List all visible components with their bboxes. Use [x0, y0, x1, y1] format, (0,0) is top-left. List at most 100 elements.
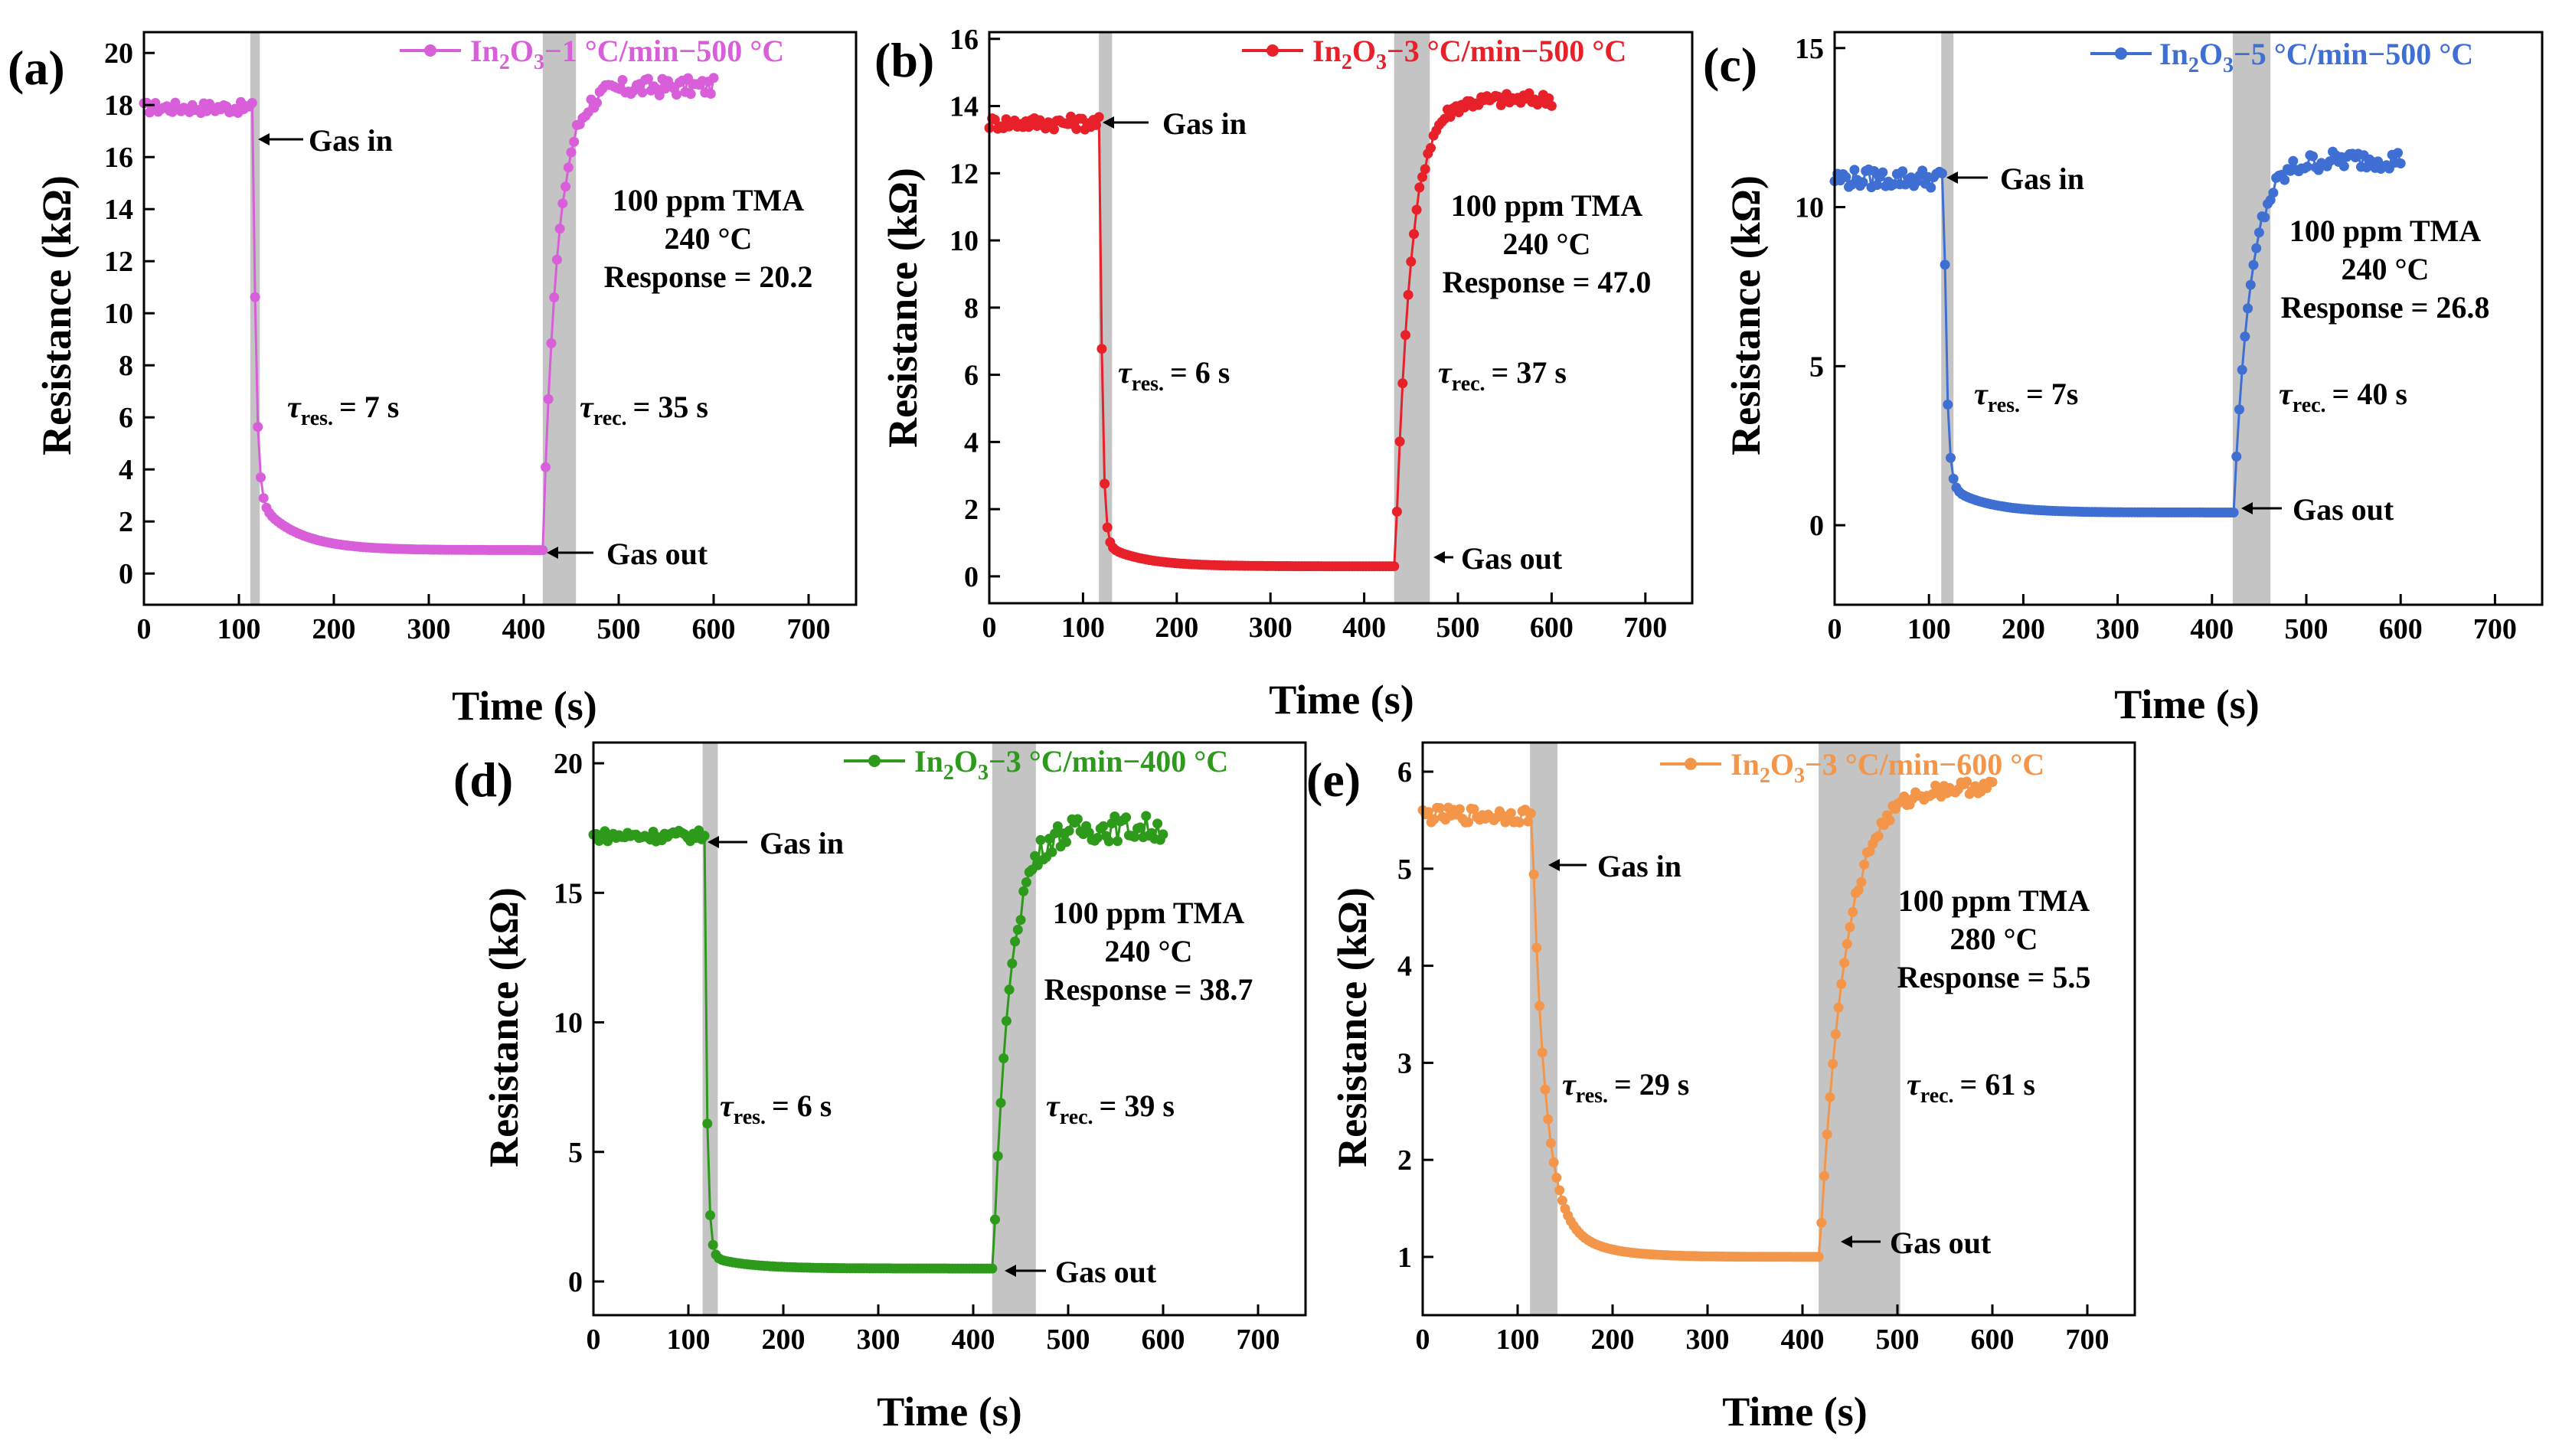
panel-a-label: (a) [8, 41, 65, 95]
x-tick-label: 300 [2096, 613, 2139, 645]
y-tick-label: 0 [1809, 510, 1824, 542]
data-point [705, 89, 716, 99]
x-tick-label: 700 [787, 613, 831, 645]
panel-b-tau-res-sub: res. [1132, 372, 1164, 396]
panel-a-tau-res-value: = 7 s [339, 390, 399, 424]
data-point [1822, 1129, 1832, 1140]
data-point [563, 162, 574, 173]
data-point [1858, 177, 1868, 188]
data-point [1871, 180, 1882, 191]
legend-d-sub1: 2 [943, 761, 954, 785]
panel-e-x-axis-title: Time (s) [1722, 1389, 1867, 1435]
panel-d-x-axis-title: Time (s) [877, 1389, 1021, 1435]
data-point [2393, 148, 2403, 158]
data-point [1836, 978, 1847, 989]
data-point [1129, 831, 1140, 842]
data-point [2395, 158, 2406, 168]
panel-b-tau-rec-value: = 37 s [1492, 355, 1567, 390]
data-point [1030, 850, 1041, 861]
data-point [1948, 473, 1959, 484]
panel-e-tau-res-symbol: τ [1562, 1067, 1577, 1102]
data-point [1540, 1084, 1551, 1095]
data-point [1554, 1185, 1565, 1196]
panel-a-x-axis-title: Time (s) [452, 683, 596, 729]
x-tick-label: 100 [1061, 612, 1105, 644]
panel-e-plot-frame [1421, 741, 2136, 1317]
panel-c-plot-frame [1833, 31, 2544, 606]
data-point [1001, 1016, 1012, 1027]
panel-a-tau-rec-value: = 35 s [633, 390, 708, 424]
data-point [1897, 166, 1908, 177]
data-point [258, 493, 269, 504]
x-tick-label: 0 [1828, 613, 1842, 645]
data-point [1525, 808, 1536, 819]
data-point [1015, 915, 1026, 926]
x-tick-label: 500 [2285, 613, 2329, 645]
x-tick-label: 0 [982, 612, 997, 644]
data-point [1394, 436, 1405, 447]
panel-d-tau-rec-value: = 39 s [1100, 1089, 1175, 1123]
legend-d-main: In [914, 744, 943, 779]
panel-b-annotations: Gas in Gas out 100 ppm TMA 240 °C Respon… [1103, 106, 1651, 576]
data-point [2243, 303, 2253, 314]
panel-c-label: (c) [1703, 38, 1757, 92]
y-tick-label: 10 [949, 225, 979, 257]
data-point [1816, 1217, 1827, 1228]
data-point [566, 147, 577, 158]
panel-c-gas-in-label: Gas in [2000, 162, 2084, 196]
x-tick-label: 500 [1876, 1324, 1920, 1356]
shaded-region-2 [1394, 32, 1430, 603]
data-point [1873, 831, 1884, 841]
panel-d-temperature: 240 °C [1105, 934, 1193, 968]
data-point [1096, 344, 1107, 354]
x-tick-label: 300 [1686, 1324, 1730, 1356]
panel-b-tau-rec: τrec. = 37 s [1438, 355, 1567, 396]
data-point [1135, 822, 1146, 833]
panel-b-tau-rec-symbol: τ [1438, 355, 1453, 390]
data-point [1064, 825, 1074, 836]
data-point [1072, 814, 1083, 824]
y-tick-label: 0 [119, 558, 133, 590]
data-point [1531, 942, 1542, 953]
panel-b-concentration: 100 ppm TMA [1451, 188, 1643, 223]
panel-b-tau-res-symbol: τ [1118, 355, 1132, 390]
x-tick-label: 0 [137, 613, 152, 645]
data-point [1004, 984, 1015, 995]
panel-b-ticks: 0 100 200 300 400 500 600 700 0 2 4 6 8 10 12 14 16 [949, 24, 1667, 644]
shaded-region-2 [1819, 743, 1900, 1315]
panel-a-response: Response = 20.2 [604, 260, 813, 294]
shaded-region-1 [1099, 32, 1113, 603]
panel-b-response: Response = 47.0 [1443, 265, 1652, 299]
data-point [1551, 1173, 1562, 1183]
panel-c-ticks: 0 100 200 300 400 500 600 700 0 5 10 15 [1795, 33, 2517, 645]
data-point [1848, 906, 1858, 917]
shaded-region-1 [1941, 32, 1954, 605]
panel-d-gas-out-arrowhead [1005, 1265, 1016, 1277]
panel-c-tau-rec-symbol: τ [2279, 377, 2293, 411]
data-point [1528, 869, 1539, 880]
data-point [1403, 289, 1413, 300]
panel-d-legend: In2O3−3 °C/min−400 °C [844, 744, 1228, 785]
panel-e-tau-rec-sub: rec. [1920, 1084, 1954, 1108]
data-point [1943, 400, 1953, 410]
panel-e-tau-res-value: = 29 s [1614, 1067, 1689, 1102]
y-tick-label: 5 [568, 1137, 583, 1169]
data-point [1406, 256, 1417, 267]
x-tick-label: 100 [1907, 613, 1951, 645]
data-point [699, 831, 710, 841]
panel-c-y-axis-title: Resistance (kΩ) [1723, 175, 1769, 455]
panel-d-tau-res-sub: res. [734, 1105, 766, 1129]
y-tick-label: 2 [1397, 1144, 1412, 1177]
panel-c-tau-rec-sub: rec. [2293, 393, 2326, 417]
x-tick-label: 300 [1249, 612, 1293, 644]
panel-e-tau-res-sub: res. [1576, 1084, 1608, 1108]
panel-a-tau-res: τres. = 7 s [287, 390, 399, 430]
data-point [1859, 859, 1870, 870]
x-tick-label: 600 [2379, 613, 2423, 645]
data-point [1121, 812, 1132, 823]
x-tick-label: 700 [1623, 612, 1667, 644]
panel-c-legend: In2O3−5 °C/min−500 °C [2090, 37, 2473, 77]
data-point [1113, 836, 1123, 847]
data-point [1962, 776, 1972, 787]
series-line [988, 90, 1553, 568]
